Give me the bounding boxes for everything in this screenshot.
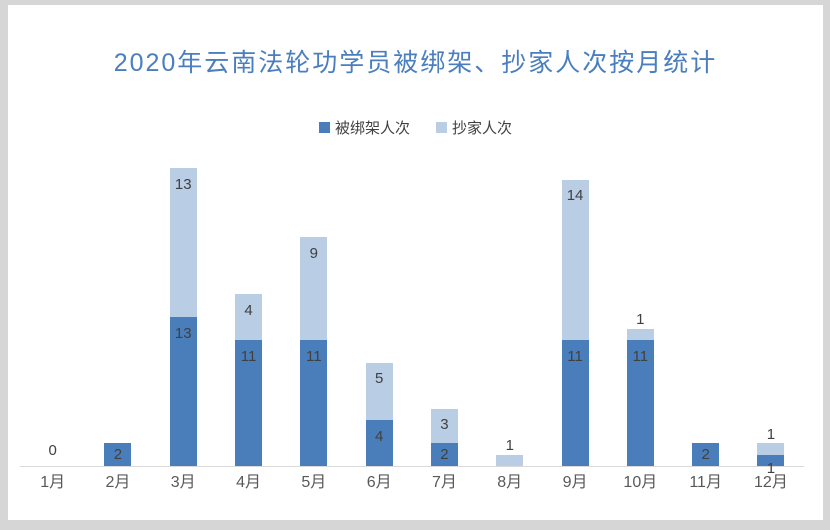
data-label-kidnapped: 2: [440, 446, 449, 464]
x-axis-label: 4月: [236, 474, 261, 491]
data-label-raided: 14: [566, 187, 584, 205]
bar-segment-raided: [300, 237, 328, 341]
bar-segment-kidnapped: [626, 340, 654, 466]
legend-swatch-icon: [318, 121, 330, 133]
data-label-raided: 1: [766, 425, 776, 443]
x-axis-label: 8月: [497, 474, 523, 491]
legend: 被绑架人次 抄家人次: [8, 117, 823, 137]
data-label-kidnapped: 2: [701, 446, 710, 464]
data-label-kidnapped: 13: [174, 324, 192, 342]
bar-segment-raided: [496, 454, 524, 466]
bar-segment-raided: [430, 408, 458, 444]
x-axis-label: 5月: [301, 474, 327, 491]
data-label-raided: 9: [309, 244, 319, 262]
bar-segment-kidnapped: [757, 454, 785, 466]
data-label-raided: 13: [174, 175, 192, 193]
bar-segment-kidnapped: [561, 340, 589, 466]
x-axis-label: 1月: [40, 474, 66, 491]
x-axis-label: 12月: [754, 474, 788, 491]
data-label-kidnapped: 1: [766, 460, 776, 477]
data-label-kidnapped: 11: [240, 347, 257, 365]
data-label-raided: 3: [440, 416, 449, 434]
legend-item: 被绑架人次: [318, 117, 410, 138]
plot-area: 0 1月 2 2月 13 13 3月 11 4 4月 11 9 5月 4 5 6月 2 3 7月 1 8月 11 14 9月 1…: [8, 5, 823, 520]
data-label-kidnapped: 2: [113, 446, 123, 464]
bar-segment-kidnapped: [235, 340, 263, 466]
data-label-kidnapped: 11: [306, 347, 322, 365]
x-axis-label: 10月: [623, 474, 658, 491]
bar-segment-kidnapped: [300, 340, 328, 466]
chart-panel: 2020年云南法轮功学员被绑架、抄家人次按月统计 被绑架人次 抄家人次 0 1月 2 2…: [8, 5, 823, 520]
bar-segment-raided: [626, 328, 654, 341]
x-axis-label: 6月: [366, 474, 392, 491]
chart-title: 2020年云南法轮功学员被绑架、抄家人次按月统计: [113, 49, 718, 77]
bar-segment-raided: [235, 294, 263, 341]
x-axis-line: [20, 466, 804, 467]
legend-swatch-icon: [436, 121, 447, 133]
data-label-raided: 5: [374, 370, 384, 388]
x-axis-label: 9月: [562, 474, 588, 491]
bar-segment-kidnapped: [692, 443, 720, 466]
data-label-kidnapped: 11: [632, 347, 649, 365]
legend-label: 抄家人次: [452, 119, 513, 137]
data-label-raided: 1: [505, 437, 514, 455]
x-axis-label: 7月: [431, 474, 457, 491]
data-label-raided: 1: [636, 311, 645, 329]
bar-segment-raided: [757, 443, 785, 455]
x-axis-label: 11月: [689, 474, 722, 491]
data-label-kidnapped: 4: [374, 427, 384, 445]
data-label-kidnapped: 11: [567, 347, 583, 365]
bar-segment-raided: [365, 362, 393, 421]
x-axis-label: 3月: [170, 474, 196, 491]
bar-segment-kidnapped: [365, 420, 393, 466]
legend-label: 被绑架人次: [334, 119, 410, 137]
legend-item: 抄家人次: [436, 117, 512, 138]
bar-segment-kidnapped: [104, 443, 132, 466]
bar-segment-kidnapped: [169, 317, 197, 466]
x-axis-label: 2月: [105, 474, 131, 491]
data-label-kidnapped: 0: [48, 442, 57, 459]
bar-segment-kidnapped: [430, 443, 458, 466]
data-label-raided: 4: [244, 301, 253, 319]
bar-segment-raided: [561, 179, 589, 341]
bar-segment-raided: [169, 168, 197, 318]
